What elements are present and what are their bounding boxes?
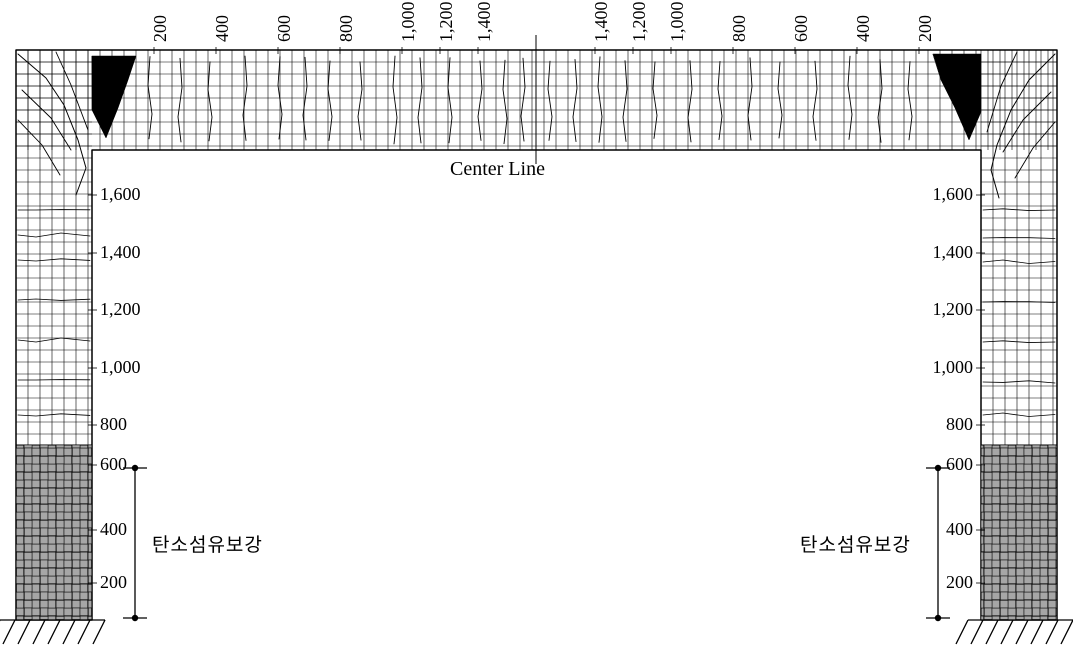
center-line-label: Center Line <box>450 158 545 181</box>
left-col-tick-label: 400 <box>100 519 127 540</box>
right-col-tick-label: 400 <box>923 519 973 540</box>
beam-tick-label: 800 <box>729 15 750 42</box>
right-col-tick-label: 1,400 <box>923 242 973 263</box>
beam-tick-label: 400 <box>853 15 874 42</box>
right-col-tick-label: 800 <box>923 414 973 435</box>
beam-tick-label: 800 <box>336 15 357 42</box>
right-col-tick-label: 1,200 <box>923 299 973 320</box>
right-col-tick-label: 1,600 <box>923 184 973 205</box>
reinforce-label-right: 탄소섬유보강 <box>800 530 911 557</box>
right-col-tick-label: 200 <box>923 572 973 593</box>
beam-tick-label: 600 <box>274 15 295 42</box>
beam-tick-label: 1,000 <box>667 2 688 43</box>
reinforce-label-left: 탄소섬유보강 <box>152 530 263 557</box>
right-col-tick-label: 1,000 <box>923 357 973 378</box>
left-col-tick-label: 1,600 <box>100 184 141 205</box>
beam-tick-label: 600 <box>791 15 812 42</box>
left-col-tick-label: 600 <box>100 454 127 475</box>
beam-tick-label: 1,400 <box>474 2 495 43</box>
beam-tick-label: 200 <box>915 15 936 42</box>
left-col-tick-label: 1,400 <box>100 242 141 263</box>
beam-tick-label: 1,200 <box>436 2 457 43</box>
left-col-tick-label: 200 <box>100 572 127 593</box>
beam-tick-label: 400 <box>212 15 233 42</box>
left-col-tick-label: 800 <box>100 414 127 435</box>
left-col-tick-label: 1,000 <box>100 357 141 378</box>
right-col-tick-label: 600 <box>923 454 973 475</box>
beam-tick-label: 1,400 <box>591 2 612 43</box>
beam-tick-label: 1,000 <box>398 2 419 43</box>
left-col-tick-label: 1,200 <box>100 299 141 320</box>
beam-tick-label: 1,200 <box>629 2 650 43</box>
beam-tick-label: 200 <box>150 15 171 42</box>
